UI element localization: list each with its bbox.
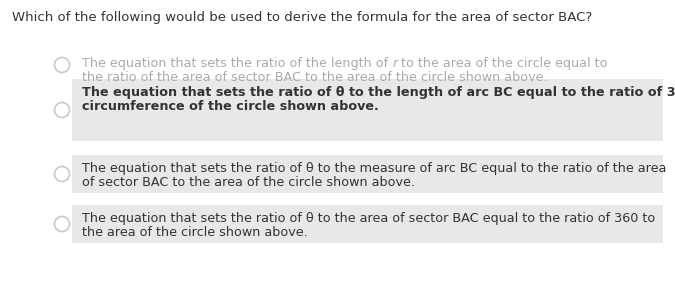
- FancyBboxPatch shape: [72, 79, 663, 141]
- Text: The equation that sets the ratio of θ to the measure of arc BC equal to the rati: The equation that sets the ratio of θ to…: [82, 162, 666, 175]
- Text: the area of the circle shown above.: the area of the circle shown above.: [82, 226, 308, 239]
- Text: The equation that sets the ratio of the length of: The equation that sets the ratio of the …: [82, 57, 392, 70]
- Text: to the area of the circle equal to: to the area of the circle equal to: [398, 57, 608, 70]
- Text: Which of the following would be used to derive the formula for the area of secto: Which of the following would be used to …: [12, 11, 592, 24]
- Text: the ratio of the area of sector BAC to the area of the circle shown above.: the ratio of the area of sector BAC to t…: [82, 71, 547, 84]
- Text: circumference of the circle shown above.: circumference of the circle shown above.: [82, 100, 379, 113]
- Text: The equation that sets the ratio of θ to the length of arc BC equal to the ratio: The equation that sets the ratio of θ to…: [82, 86, 675, 99]
- FancyBboxPatch shape: [72, 205, 663, 243]
- Text: of sector BAC to the area of the circle shown above.: of sector BAC to the area of the circle …: [82, 176, 415, 189]
- Text: The equation that sets the ratio of θ to the area of sector BAC equal to the rat: The equation that sets the ratio of θ to…: [82, 212, 655, 225]
- FancyBboxPatch shape: [72, 155, 663, 193]
- Text: r: r: [392, 57, 398, 70]
